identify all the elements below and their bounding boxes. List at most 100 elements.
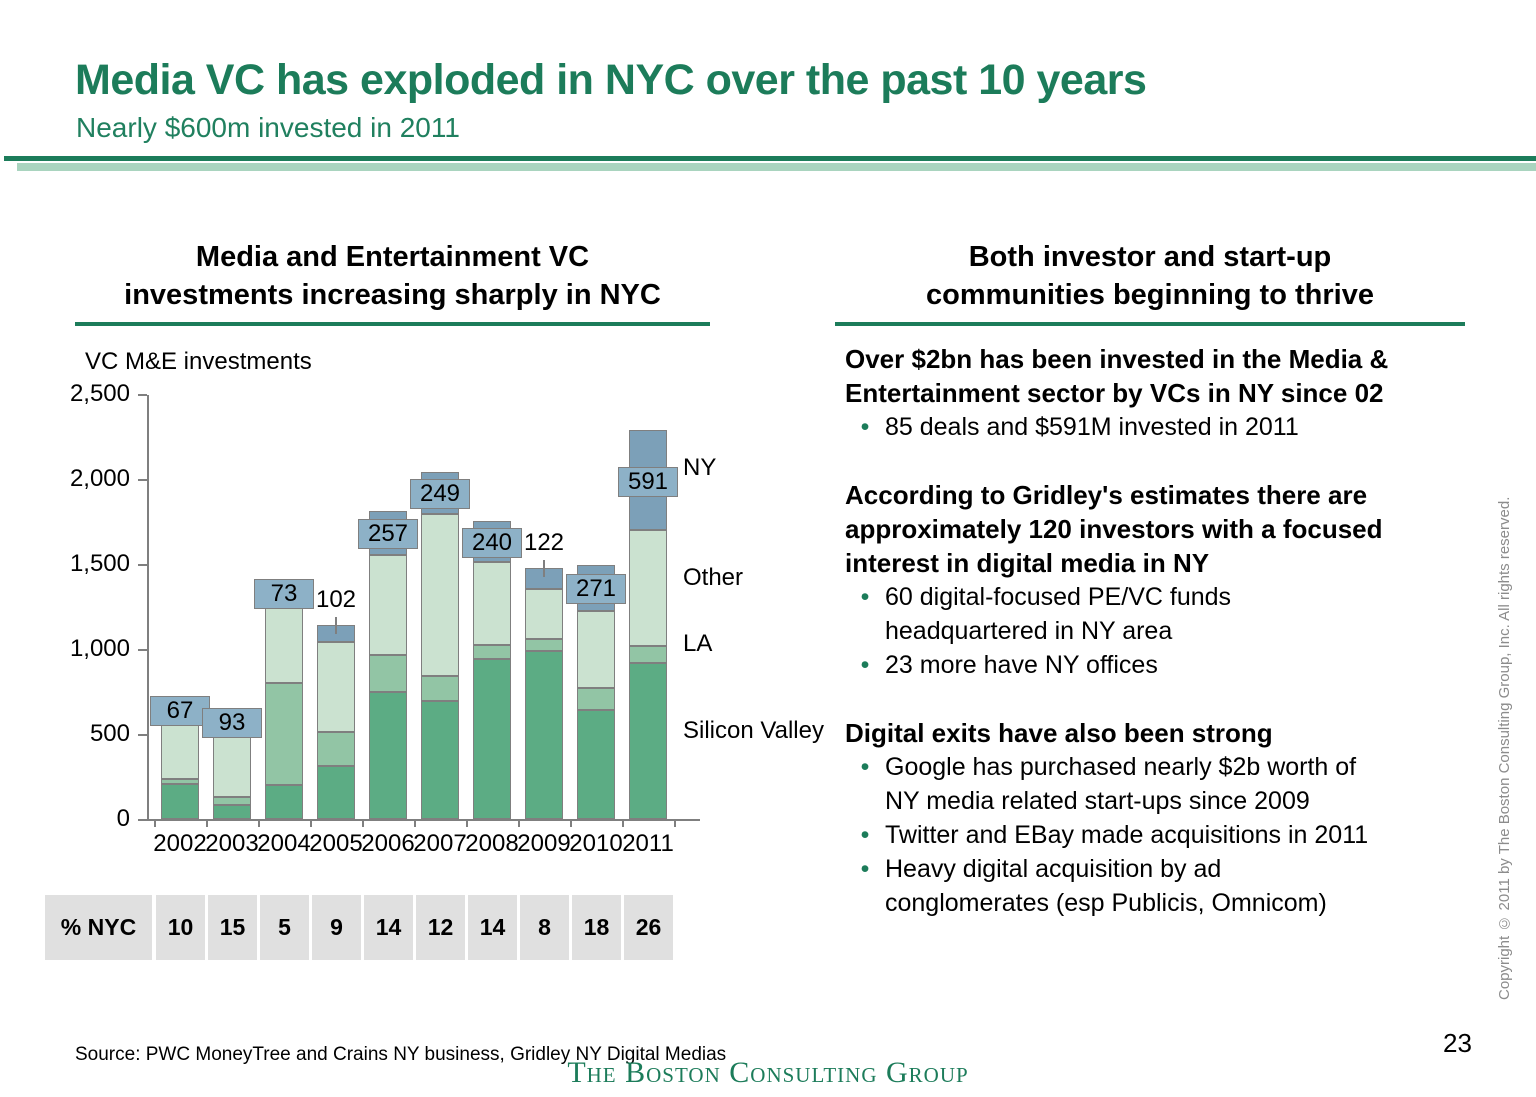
bcg-logo: The Boston Consulting Group <box>567 1056 969 1089</box>
x-tick-label: 2009 <box>517 830 571 857</box>
x-tick <box>258 820 260 827</box>
bullet-item: • Google has purchased nearly $2b worth o… <box>845 750 1473 818</box>
y-tick <box>138 564 147 566</box>
segment-la <box>525 639 563 651</box>
bar-2007 <box>421 472 459 819</box>
segment-silicon-valley <box>473 659 511 819</box>
pct-value-cell: 26 <box>624 895 673 960</box>
ny-value-label: 591 <box>618 466 678 497</box>
right-panel-header: Both investor and start-up communities b… <box>926 241 1374 311</box>
y-tick <box>138 819 147 821</box>
segment-silicon-valley <box>525 651 563 819</box>
segment-other <box>577 611 615 688</box>
title-divider-dark <box>4 156 1536 161</box>
ny-value-label: 240 <box>462 527 522 558</box>
section-heading: Digital exits have also been strong <box>845 718 1273 748</box>
label-leader-line <box>335 616 337 634</box>
segment-other <box>473 562 511 645</box>
legend-label-ny: NY <box>683 454 717 481</box>
slide-title: Media VC has exploded in NYC over the pa… <box>75 56 1147 104</box>
bullet-text: 23 more have NY offices <box>885 651 1158 679</box>
bullet-item: • 23 more have NY offices <box>845 648 1473 682</box>
pct-value-cell: 18 <box>572 895 621 960</box>
x-tick <box>206 820 208 827</box>
x-tick <box>310 820 312 827</box>
x-tick-label: 2003 <box>205 830 259 857</box>
right-panel-sections: Over $2bn has been invested in the Media… <box>845 342 1473 920</box>
y-tick-label: 1,500 <box>69 550 130 577</box>
pct-value-cell: 14 <box>364 895 413 960</box>
segment-other <box>421 514 459 676</box>
bullet-item: • Twitter and EBay made acquisitions in 2… <box>845 818 1473 852</box>
slide-subtitle: Nearly $600m invested in 2011 <box>76 112 460 143</box>
ny-value-label: 67 <box>150 696 210 727</box>
x-tick-label: 2008 <box>465 830 519 857</box>
right-panel-section-3: Digital exits have also been strong • Goog… <box>845 716 1473 920</box>
x-tick <box>518 820 520 827</box>
ny-value-label: 271 <box>566 573 626 604</box>
legend-label-silicon-valley: Silicon Valley <box>683 717 824 744</box>
bar-2011 <box>629 430 667 819</box>
pct-value-cell: 12 <box>416 895 465 960</box>
bullet-text: Twitter and EBay made acquisitions in 20… <box>885 821 1369 849</box>
bullet-dot-icon: • <box>860 753 870 781</box>
segment-la <box>421 676 459 701</box>
bullet-dot-icon: • <box>860 651 870 679</box>
chart-axis-title: VC M&E investments <box>85 348 312 375</box>
x-tick-label: 2010 <box>569 830 623 857</box>
x-tick-label: 2007 <box>413 830 467 857</box>
legend-label-other: Other <box>683 564 744 591</box>
ny-value-label: 122 <box>523 528 565 556</box>
pct-label-cell: % NYC <box>45 895 152 960</box>
y-tick <box>138 734 147 736</box>
segment-silicon-valley <box>629 663 667 819</box>
y-tick-label: 0 <box>116 805 130 832</box>
bullet-dot-icon: • <box>860 821 870 849</box>
x-tick <box>570 820 572 827</box>
segment-other <box>213 730 251 797</box>
ny-value-label: 73 <box>254 579 314 610</box>
page-number: 23 <box>1443 1028 1472 1058</box>
segment-silicon-valley <box>161 784 199 819</box>
left-panel-header: Media and Entertainment VC investments i… <box>124 241 661 311</box>
x-axis <box>147 819 700 821</box>
segment-other <box>369 555 407 655</box>
pct-value-cell: 10 <box>156 895 205 960</box>
plot-area: 0 500 1,000 1,500 2,000 2,500 67 2002 93 2003 73 20… <box>70 380 824 857</box>
section-heading: According to Gridley's estimates there a… <box>845 480 1383 578</box>
bullet-dot-icon: • <box>860 413 870 441</box>
ny-value-label: 257 <box>358 518 418 549</box>
segment-la <box>213 797 251 805</box>
x-tick-label: 2006 <box>361 830 415 857</box>
segment-other <box>161 716 199 779</box>
x-tick <box>414 820 416 827</box>
x-tick-label: 2005 <box>309 830 363 857</box>
bullet-dot-icon: • <box>860 583 870 611</box>
segment-la <box>265 683 303 785</box>
segment-la <box>369 655 407 692</box>
x-tick-label: 2002 <box>153 830 207 857</box>
segment-silicon-valley <box>213 805 251 819</box>
ny-value-label: 102 <box>315 585 357 613</box>
section-heading: Over $2bn has been invested in the Media… <box>845 344 1389 408</box>
bullet-text: Google has purchased nearly $2b worth of… <box>885 753 1357 815</box>
segment-other <box>265 599 303 683</box>
y-tick <box>138 394 147 396</box>
segment-la <box>629 646 667 663</box>
segment-other <box>317 642 355 732</box>
bar-2009 <box>525 568 563 819</box>
bullet-text: 60 digital-focused PE/VC funds headquart… <box>885 583 1232 645</box>
segment-silicon-valley <box>317 766 355 819</box>
segment-la <box>473 645 511 659</box>
bullet-item: • Heavy digital acquisition by ad conglom… <box>845 852 1473 920</box>
y-tick-label: 2,500 <box>69 380 130 407</box>
y-tick-label: 500 <box>89 720 130 747</box>
bar-2006 <box>369 511 407 819</box>
right-panel-section-1: Over $2bn has been invested in the Media… <box>845 342 1473 444</box>
pct-value-cell: 9 <box>312 895 361 960</box>
pct-value-cell: 15 <box>208 895 257 960</box>
segment-other <box>629 530 667 646</box>
right-panel-section-2: According to Gridley's estimates there a… <box>845 478 1473 682</box>
x-tick <box>674 820 676 827</box>
bullet-item: • 85 deals and $591M invested in 2011 <box>845 410 1473 444</box>
